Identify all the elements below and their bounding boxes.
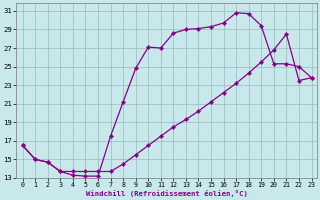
X-axis label: Windchill (Refroidissement éolien,°C): Windchill (Refroidissement éolien,°C) bbox=[85, 190, 247, 197]
